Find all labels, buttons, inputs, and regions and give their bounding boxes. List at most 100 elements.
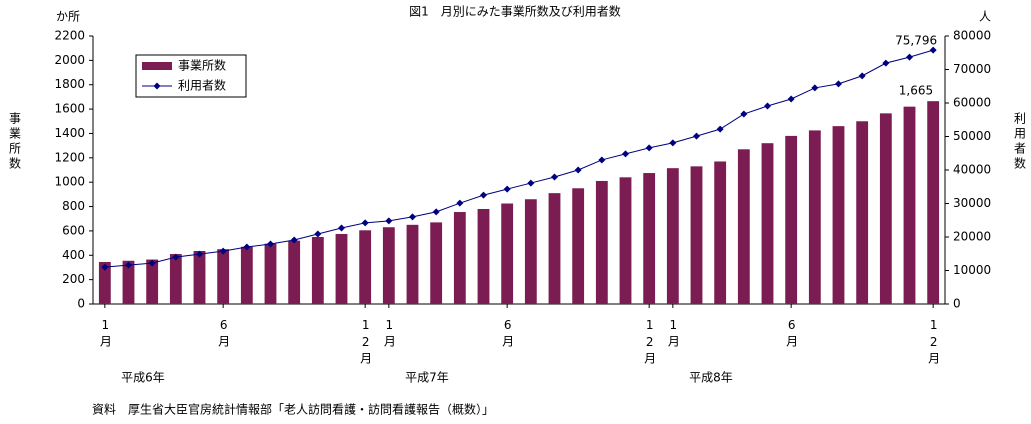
line-marker [314,230,322,238]
x-tick-label: 1月 [382,318,396,350]
line-marker [811,84,819,92]
bar [903,106,916,305]
bar [311,237,324,304]
bar [690,166,703,304]
line-marker [669,139,677,147]
line-marker [503,185,511,193]
y-tick-label: 800 [62,199,85,213]
line-marker [361,219,369,227]
y2-tick-label: 30000 [953,196,991,210]
line-marker [172,253,180,261]
line-marker [882,59,890,67]
x-tick-label: 12月 [359,318,373,367]
line-marker [456,199,464,207]
legend-swatch [142,62,172,70]
line-marker [835,80,842,88]
line-marker [598,156,606,164]
line-marker [716,125,724,133]
line-marker [243,243,251,251]
line-marker [622,150,629,158]
bar [146,259,159,304]
x-group-label: 平成8年 [689,371,733,385]
bar [524,199,537,304]
x-tick-label: 12月 [927,318,941,367]
y2-tick-label: 80000 [953,29,991,43]
line-marker [385,217,393,225]
bar [643,173,656,304]
bar [619,177,632,304]
line-marker [290,236,298,244]
line-marker [267,240,274,248]
data-label: 1,665 [899,84,933,98]
bar [572,188,585,304]
y2-tick-label: 20000 [953,230,991,244]
line-marker [338,224,345,232]
bar [808,130,821,304]
x-tick-label: 6月 [785,318,799,350]
bar [477,208,490,304]
x-tick-label: 6月 [501,318,515,350]
bar [856,121,869,304]
bar [666,168,679,304]
bar [335,233,348,304]
line-marker [409,213,416,221]
line-marker [101,263,109,271]
x-tick-label: 6月 [217,318,231,350]
line-marker [906,53,913,61]
bar [406,224,419,304]
x-group-label: 平成7年 [405,371,449,385]
bar [595,180,608,304]
bar [785,135,798,304]
bar [98,261,111,304]
y2-tick-label: 40000 [953,163,991,177]
bar [832,126,845,305]
y-tick-label: 1000 [54,175,85,189]
y2-tick-label: 0 [953,297,961,311]
y-unit: か所 [56,10,80,24]
x-tick-label: 12月 [643,318,657,367]
line-marker [551,173,558,181]
bar [288,240,301,304]
y-tick-label: 1800 [54,77,85,91]
series-line [104,49,934,268]
y2-tick-label: 50000 [953,129,991,143]
y-tick-label: 2200 [54,29,85,43]
y-tick-label: 400 [62,248,85,262]
bar [453,212,466,304]
bar [737,149,750,304]
y2-unit: 人 [979,10,991,24]
y-tick-label: 1400 [54,126,85,140]
y2-axis-title: 利用者数 [1013,112,1027,172]
bar [879,113,892,304]
bar [430,222,443,304]
line-marker [693,132,700,140]
bar [169,254,182,304]
y2-tick-label: 60000 [953,96,991,110]
line-marker [219,247,227,255]
line-marker [432,208,440,216]
bar [927,101,940,304]
bar [761,143,774,304]
y-tick-label: 1600 [54,102,85,116]
line-marker [480,191,487,199]
legend-label: 利用者数 [178,78,226,93]
source-note: 資料 厚生省大臣官房統計情報部「老人訪問看護・訪問看護報告（概数）」 [92,402,494,417]
line-marker [764,102,771,110]
line-marker [574,166,582,174]
bar [714,161,727,304]
y-tick-label: 600 [62,223,85,237]
line-marker [125,261,132,269]
x-tick-label: 1月 [98,318,112,350]
legend-label: 事業所数 [178,58,226,73]
bar [359,230,372,304]
line-marker [196,250,203,258]
line-marker [645,144,653,152]
bar [264,243,277,304]
bar [122,260,135,304]
legend-marker [153,82,161,90]
line-marker [740,110,748,118]
y-axis-title: 事業所数 [8,112,22,172]
y-tick-label: 2000 [54,53,85,67]
bar [382,227,395,304]
